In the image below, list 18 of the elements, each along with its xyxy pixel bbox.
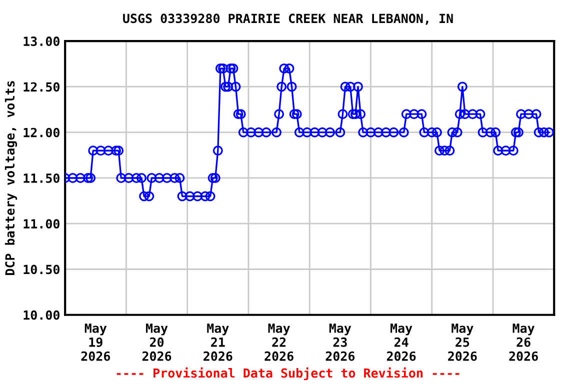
x-tick-label: May 26 2026 <box>509 324 538 361</box>
x-tick-label: May 22 2026 <box>264 324 294 361</box>
x-tick-label: May 25 2026 <box>448 324 477 361</box>
y-tick-label: 13.00 <box>24 36 60 46</box>
chart-title: USGS 03339280 PRAIRIE CREEK NEAR LEBANON, IN <box>123 14 453 25</box>
x-tick-label: May 23 2026 <box>326 324 355 361</box>
y-tick-label: 11.00 <box>24 219 60 229</box>
x-tick-label: May 21 2026 <box>204 324 232 361</box>
y-axis-title: DCP battery voltage, volts <box>4 81 18 275</box>
x-tick-label: May 19 2026 <box>81 324 110 361</box>
x-tick-label: May 24 2026 <box>386 324 416 361</box>
y-tick-label: 10.50 <box>24 264 60 274</box>
y-tick-label: 12.50 <box>24 82 60 92</box>
x-tick-label: May 20 2026 <box>142 324 172 361</box>
text: ---- Provisional Data Subject to Revision ---- <box>116 367 460 380</box>
y-tick-label: 10.00 <box>24 310 60 320</box>
y-tick-label: 12.00 <box>24 128 60 138</box>
y-tick-label: 11.50 <box>24 173 60 183</box>
